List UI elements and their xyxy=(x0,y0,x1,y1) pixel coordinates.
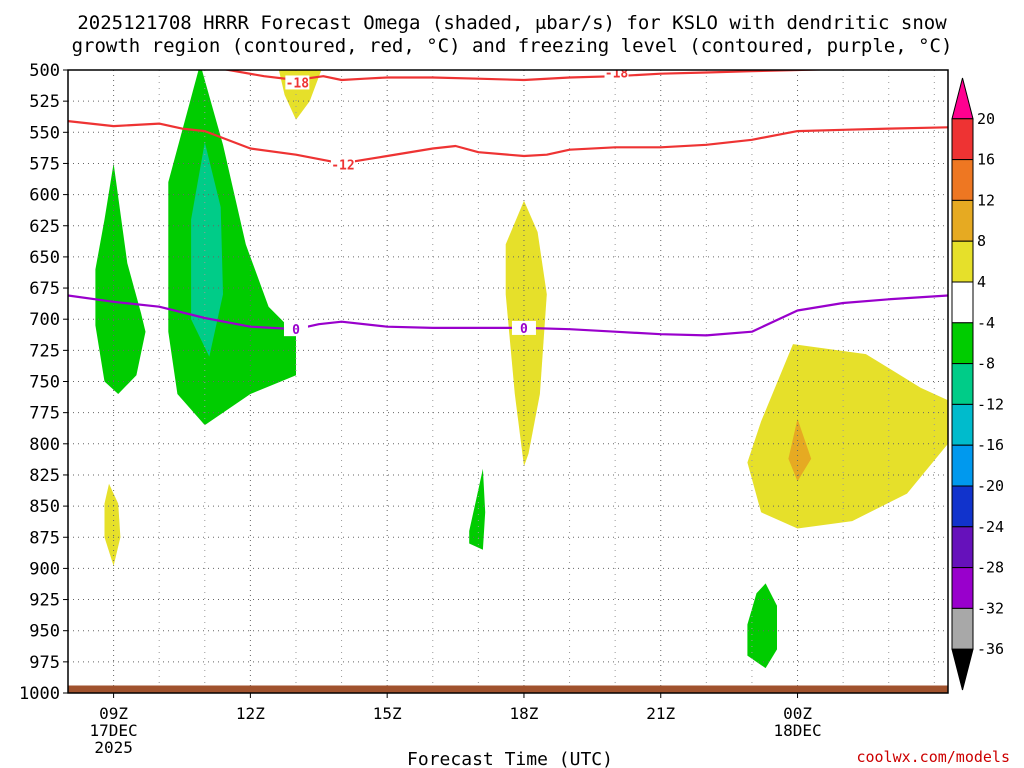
dgz-contour-1 xyxy=(68,120,948,165)
colorbar-bin xyxy=(951,322,974,365)
colorbar-label: -12 xyxy=(977,395,1004,413)
omega-region-descent-c xyxy=(104,483,121,566)
y-tick-label: 675 xyxy=(29,279,60,299)
colorbar-bin xyxy=(951,607,974,650)
colorbar-bin xyxy=(951,281,974,324)
colorbar-label: 4 xyxy=(977,273,986,291)
omega-region-ascent-c xyxy=(469,468,486,550)
x-tick-label: 09Z xyxy=(99,704,128,723)
dgz-contour-0-label: -18 xyxy=(605,66,629,81)
y-tick-label: 1000 xyxy=(19,684,60,704)
colorbar-bin xyxy=(951,526,974,569)
colorbar-label: -28 xyxy=(977,559,1004,577)
colorbar-bin xyxy=(951,403,974,446)
colorbar-label: -20 xyxy=(977,477,1004,495)
colorbar-bin xyxy=(951,118,974,161)
colorbar-bottom-arrow xyxy=(951,648,974,691)
colorbar-bin xyxy=(951,240,974,283)
y-tick-label: 775 xyxy=(29,404,60,424)
y-tick-label: 600 xyxy=(29,186,60,206)
y-tick-label: 950 xyxy=(29,622,60,642)
x-tick-label: 18Z xyxy=(510,704,539,723)
y-tick-label: 825 xyxy=(29,466,60,486)
credit-text: coolwx.com/models xyxy=(856,748,1010,766)
colorbar-bin xyxy=(951,567,974,609)
x-axis-label: Forecast Time (UTC) xyxy=(407,749,613,768)
grid xyxy=(67,70,948,693)
contour-label-bg xyxy=(604,70,629,80)
dgz-contour-0-label: -18 xyxy=(286,76,310,91)
y-tick-label: 700 xyxy=(29,310,60,330)
omega-region-descent-d-core xyxy=(788,418,812,482)
colorbar-top-arrow xyxy=(951,77,974,120)
colorbar-bin xyxy=(951,444,974,487)
colorbar-label: -36 xyxy=(977,640,1004,658)
contours: -18 -18 -12 0 0 xyxy=(68,66,948,338)
y-tick-label: 750 xyxy=(29,373,60,393)
omega-region-ascent-a xyxy=(95,163,146,394)
y-axis: 500 525 550 575 600 625 650 675 700 725 750 775 800 8… xyxy=(19,61,68,704)
y-tick-label: 925 xyxy=(29,591,60,611)
contour-label-bg xyxy=(283,322,308,337)
y-tick-label: 875 xyxy=(29,528,60,548)
x-tick-label: 2025 xyxy=(94,738,133,757)
x-tick-label: 15Z xyxy=(373,704,402,723)
y-tick-label: 850 xyxy=(29,497,60,517)
x-tick-label: 18DEC xyxy=(773,721,821,740)
terrain-strip xyxy=(68,685,948,693)
colorbar-label: -24 xyxy=(977,518,1004,536)
colorbar-label: 8 xyxy=(977,232,986,250)
colorbar-bin xyxy=(951,485,974,528)
colorbar: 20 16 12 8 4 -4 -8 -12 -16 -20 -24 -28 -32 -36 xyxy=(951,77,1004,691)
y-tick-label: 550 xyxy=(29,123,60,143)
omega-region-ascent-d xyxy=(747,583,777,669)
colorbar-label: 16 xyxy=(977,151,995,169)
x-tick-label: 12Z xyxy=(236,704,265,723)
x-tick-label: 17DEC xyxy=(90,721,138,740)
colorbar-label: -4 xyxy=(977,314,995,332)
contour-label-bg xyxy=(285,75,310,90)
colorbar-label: -8 xyxy=(977,355,995,373)
plot-area: -18 -18 -12 0 0 xyxy=(67,66,949,694)
y-tick-label: 500 xyxy=(29,61,60,81)
colorbar-bin xyxy=(951,363,974,405)
chart-title-line-2: growth region (contoured, red, °C) and f… xyxy=(72,35,953,57)
y-tick-label: 575 xyxy=(29,154,60,174)
y-tick-label: 525 xyxy=(29,92,60,112)
omega-region-ascent-b-core xyxy=(191,142,223,357)
dgz-contour-0 xyxy=(222,70,840,82)
dgz-contour-1-label: -12 xyxy=(331,159,354,174)
y-tick-label: 975 xyxy=(29,653,60,673)
y-tick-label: 800 xyxy=(29,435,60,455)
colorbar-label: 12 xyxy=(977,191,995,209)
x-tick-label: 21Z xyxy=(646,704,675,723)
colorbar-label: 20 xyxy=(977,110,995,128)
contour-label-bg xyxy=(330,157,355,172)
freezing-level-contour-label: 0 xyxy=(292,323,300,338)
colorbar-label: -16 xyxy=(977,436,1004,454)
y-tick-label: 725 xyxy=(29,341,60,361)
contour-label-bg xyxy=(511,320,536,335)
y-tick-label: 650 xyxy=(29,248,60,268)
colorbar-bin xyxy=(951,199,974,242)
colorbar-bin xyxy=(951,159,974,201)
omega-shading xyxy=(95,70,948,669)
colorbar-label: -32 xyxy=(977,599,1004,617)
chart-title: 2025121708 HRRR Forecast Omega (shaded, … xyxy=(72,12,953,57)
chart-title-line-1: 2025121708 HRRR Forecast Omega (shaded, … xyxy=(77,12,947,34)
y-tick-label: 900 xyxy=(29,559,60,579)
freezing-level-contour xyxy=(68,294,948,337)
freezing-level-contour-label: 0 xyxy=(520,322,528,337)
x-tick-label: 00Z xyxy=(783,704,812,723)
y-tick-label: 625 xyxy=(29,217,60,237)
